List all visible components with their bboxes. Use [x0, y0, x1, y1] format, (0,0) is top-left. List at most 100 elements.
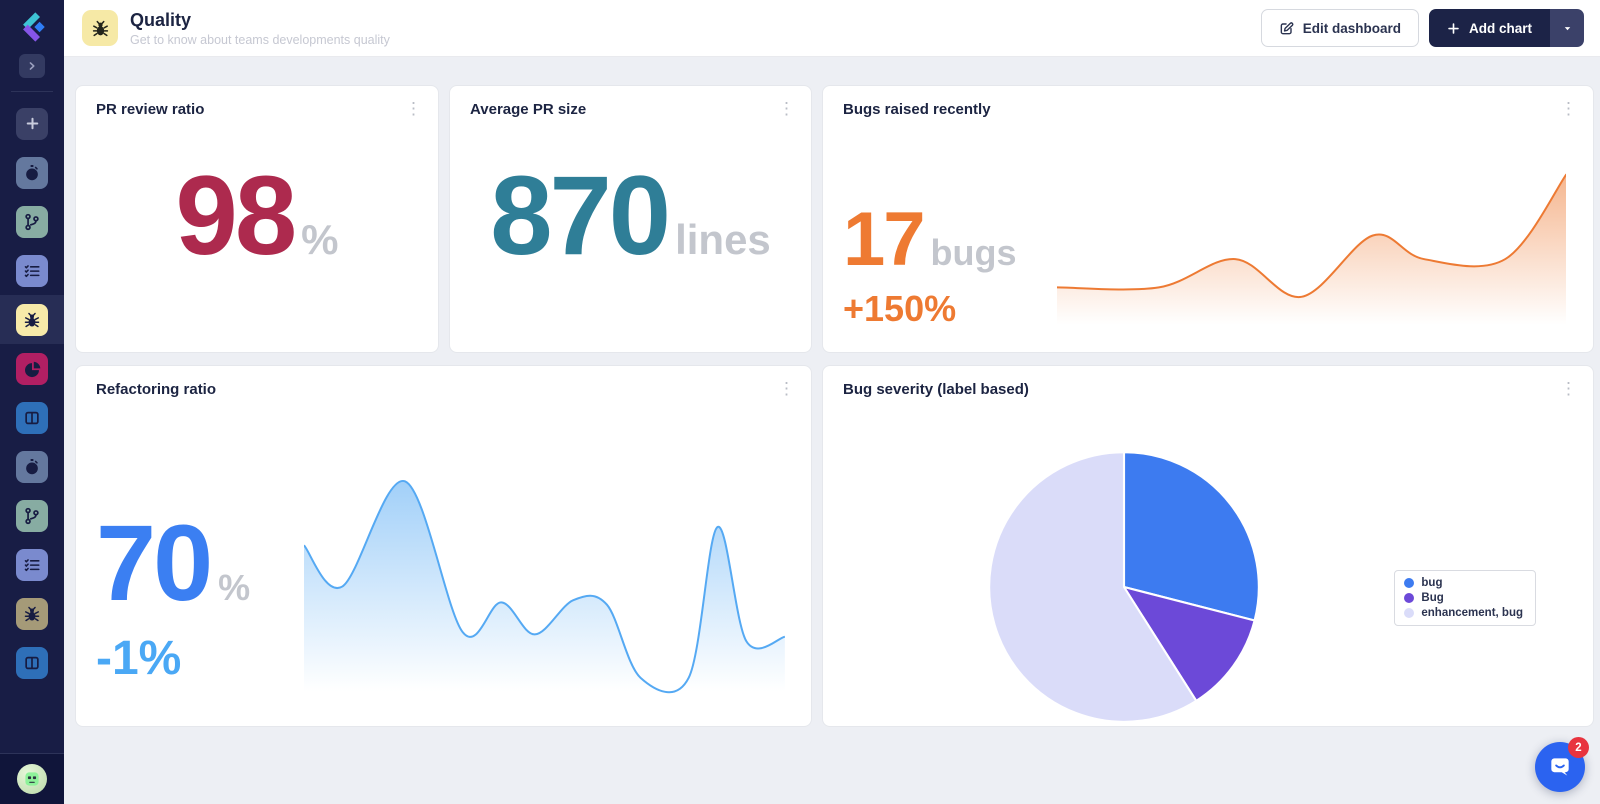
metric-value: 17: [843, 197, 926, 282]
kebab-menu-icon[interactable]: ⋮: [405, 99, 422, 118]
metric-block: 98 %: [76, 110, 438, 352]
edit-dashboard-button[interactable]: Edit dashboard: [1260, 9, 1419, 47]
chat-launcher-button[interactable]: 2: [1535, 737, 1589, 792]
main-area: Quality Get to know about teams developm…: [64, 0, 1600, 804]
kebab-menu-icon[interactable]: ⋮: [778, 379, 795, 398]
columns-icon: [16, 646, 48, 679]
page-bug-icon: [82, 10, 118, 46]
legend-label: bug: [1421, 577, 1443, 589]
metric-block: 870 lines: [450, 110, 811, 352]
metric-block: 17 bugs +150%: [843, 118, 1017, 338]
card-header: Average PR size ⋮: [450, 86, 811, 118]
caret-down-icon: [1562, 23, 1573, 34]
user-avatar[interactable]: [17, 764, 47, 794]
add-chart-dropdown-button[interactable]: [1550, 9, 1584, 47]
card-header: PR review ratio ⋮: [76, 86, 438, 118]
legend-dot: [1404, 578, 1415, 588]
notification-badge: 2: [1568, 737, 1589, 758]
card-title: PR review ratio: [96, 101, 205, 118]
columns-icon: [16, 401, 48, 434]
metric-value: 98: [175, 153, 298, 278]
sidebar-nav: [0, 99, 64, 687]
bug-icon: [16, 303, 48, 336]
page-subtitle: Get to know about teams developments qua…: [130, 32, 390, 47]
add-chart-split-button: Add chart: [1428, 9, 1584, 47]
git-branch-icon: [16, 499, 48, 532]
card-bug-severity: Bug severity (label based) ⋮ bug Bug: [822, 365, 1594, 727]
header-actions: Edit dashboard Add chart: [1260, 9, 1584, 47]
card-header: Bugs raised recently ⋮: [823, 86, 1593, 118]
kebab-menu-icon[interactable]: ⋮: [1560, 99, 1577, 118]
sidebar-item-board-2[interactable]: [0, 638, 64, 687]
sidebar-item-quality-2[interactable]: [0, 589, 64, 638]
card-bugs-raised-recently: Bugs raised recently ⋮ 17 bugs +150%: [822, 85, 1594, 353]
card-average-pr-size: Average PR size ⋮ 870 lines: [449, 85, 812, 353]
card-title: Bugs raised recently: [843, 101, 991, 118]
sidebar-item-board[interactable]: [0, 393, 64, 442]
plus-icon: [1447, 22, 1460, 35]
metric-unit: %: [301, 216, 339, 263]
metric-unit: bugs: [930, 232, 1017, 273]
metric-delta: -1%: [96, 632, 182, 685]
edit-dashboard-label: Edit dashboard: [1302, 20, 1401, 36]
bug-icon: [16, 597, 48, 630]
bugs-trend-chart: [1056, 166, 1566, 338]
card-header: Refactoring ratio ⋮: [76, 366, 811, 398]
metric-unit: %: [218, 567, 251, 608]
sidebar-item-distribution[interactable]: [0, 344, 64, 393]
card-body: 17 bugs +150%: [823, 118, 1593, 352]
legend-dot: [1404, 593, 1415, 603]
sidebar-expand-button[interactable]: [19, 54, 45, 78]
kebab-menu-icon[interactable]: ⋮: [778, 99, 795, 118]
card-body: bug Bug enhancement, bug: [823, 398, 1593, 726]
add-chart-button[interactable]: Add chart: [1428, 9, 1550, 47]
sidebar-item-quality-active[interactable]: [0, 295, 64, 344]
refactoring-trend-chart: [304, 472, 785, 710]
add-chart-label: Add chart: [1468, 20, 1532, 36]
sidebar-item-git-2[interactable]: [0, 491, 64, 540]
chevron-right-icon: [25, 59, 39, 73]
card-header: Bug severity (label based) ⋮: [823, 366, 1593, 398]
legend-item-enhancement-bug[interactable]: enhancement, bug: [1404, 607, 1523, 619]
page-titles: Quality Get to know about teams developm…: [130, 10, 390, 47]
legend-label: enhancement, bug: [1421, 607, 1523, 619]
bug-severity-pie-chart: [988, 451, 1260, 723]
checklist-icon: [16, 548, 48, 581]
sidebar-item-add-dashboard[interactable]: [0, 99, 64, 148]
metric-value: 870: [490, 153, 671, 278]
legend-item-Bug[interactable]: Bug: [1404, 592, 1523, 604]
card-title: Refactoring ratio: [96, 381, 217, 398]
sidebar-footer: [0, 753, 64, 804]
card-title: Bug severity (label based): [843, 381, 1029, 398]
sidebar-divider: [11, 91, 53, 92]
stopwatch-icon: [16, 450, 48, 483]
sidebar-item-tasks[interactable]: [0, 246, 64, 295]
pie-chart-icon: [16, 352, 48, 385]
kebab-menu-icon[interactable]: ⋮: [1560, 379, 1577, 398]
git-branch-icon: [16, 205, 48, 238]
legend-item-bug[interactable]: bug: [1404, 577, 1523, 589]
pie-legend: bug Bug enhancement, bug: [1394, 570, 1536, 626]
sidebar-item-tasks-2[interactable]: [0, 540, 64, 589]
sidebar-item-velocity-2[interactable]: [0, 442, 64, 491]
plus-icon: [16, 107, 48, 140]
metric-unit: lines: [675, 216, 771, 263]
checklist-icon: [16, 254, 48, 287]
metric-block: 70 % -1%: [96, 398, 250, 712]
card-refactoring-ratio: Refactoring ratio ⋮ 70 % -1%: [75, 365, 812, 727]
page-title: Quality: [130, 9, 192, 30]
card-pr-review-ratio: PR review ratio ⋮ 98 %: [75, 85, 439, 353]
stopwatch-icon: [16, 156, 48, 189]
chat-bubble-icon: [1547, 754, 1573, 780]
app-logo-icon[interactable]: [14, 9, 50, 45]
dashboard-grid: PR review ratio ⋮ 98 % Average PR size ⋮: [64, 57, 1600, 804]
sidebar: [0, 0, 64, 804]
metric-value: 70: [96, 502, 213, 623]
edit-pencil-icon: [1279, 21, 1294, 36]
sidebar-item-velocity[interactable]: [0, 148, 64, 197]
legend-label: Bug: [1421, 592, 1444, 604]
metric-delta: +150%: [843, 288, 957, 329]
page-header: Quality Get to know about teams developm…: [64, 0, 1600, 57]
sidebar-item-git[interactable]: [0, 197, 64, 246]
